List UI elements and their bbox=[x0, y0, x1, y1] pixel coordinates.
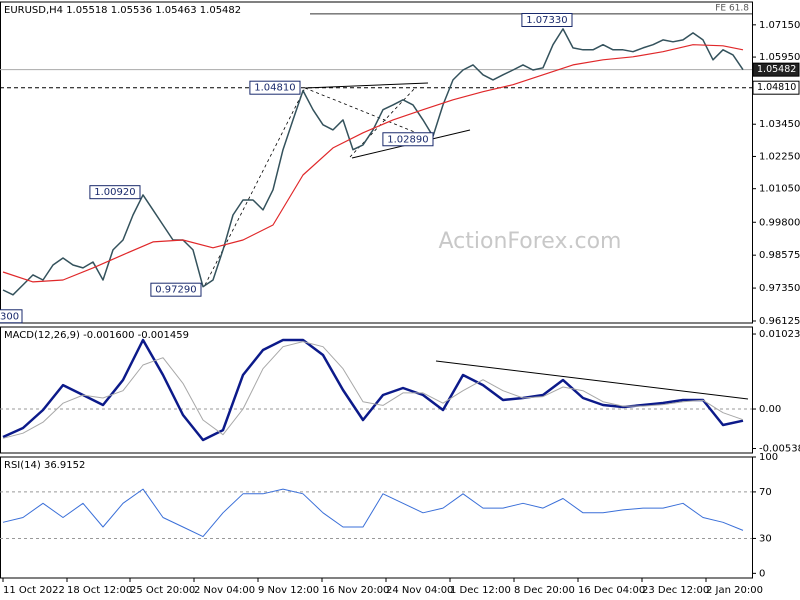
annotation-label: 1.02890 bbox=[387, 134, 428, 145]
y-tick-label: 0.010232 bbox=[759, 329, 800, 340]
y-tick-label: 1.05950 bbox=[759, 52, 800, 63]
x-tick-label: 16 Dec 04:00 bbox=[578, 585, 645, 596]
series-line bbox=[2, 341, 744, 439]
annotation-label: 1.07330 bbox=[526, 15, 567, 26]
x-tick-label: 16 Nov 20:00 bbox=[322, 585, 389, 596]
annotation-label: 0.97290 bbox=[155, 285, 196, 296]
price-tag bbox=[752, 80, 800, 95]
annotation-box bbox=[0, 309, 23, 324]
x-tick-label: 2 Jan 20:00 bbox=[706, 585, 763, 596]
x-tick-label: 24 Nov 04:00 bbox=[386, 585, 453, 596]
fibo-label: FE 61.8 bbox=[715, 3, 749, 13]
series-line bbox=[2, 488, 744, 538]
series bbox=[2, 28, 744, 296]
y-tick-label: 30 bbox=[759, 533, 772, 544]
annotation-label: 300 bbox=[0, 311, 19, 322]
y-tick-label: 0.98575 bbox=[759, 250, 800, 261]
y-tick-label: 1.03450 bbox=[759, 119, 800, 130]
x-tick-label: 9 Nov 12:00 bbox=[258, 585, 319, 596]
annotation-box bbox=[382, 132, 434, 147]
series-line bbox=[2, 338, 744, 442]
y-tick-label: 1.02250 bbox=[759, 151, 800, 162]
triangle-upper bbox=[304, 82, 429, 89]
price-tag bbox=[752, 62, 800, 77]
annotation-box bbox=[521, 12, 573, 27]
y-tick-label: 0 bbox=[759, 568, 765, 579]
panel-title: EURUSD,H4 1.05518 1.05536 1.05463 1.0548… bbox=[4, 5, 241, 16]
panel-title: MACD(12,26,9) -0.001600 -0.001459 bbox=[4, 330, 189, 341]
x-tick-label: 25 Oct 20:00 bbox=[130, 585, 195, 596]
price-tag-label: 1.05482 bbox=[757, 64, 796, 75]
wave-line bbox=[349, 87, 416, 158]
y-tick-label: 70 bbox=[759, 487, 772, 498]
watermark: ActionForex.com bbox=[439, 229, 622, 254]
series bbox=[2, 338, 744, 442]
annotation-label: 1.04810 bbox=[254, 83, 295, 94]
x-tick-label: 1 Dec 12:00 bbox=[450, 585, 511, 596]
series bbox=[2, 488, 744, 538]
panel-frame bbox=[0, 326, 753, 454]
annotation-box bbox=[249, 80, 301, 95]
y-tick-label: 1.01050 bbox=[759, 184, 800, 195]
annotation-box bbox=[150, 282, 202, 297]
y-tick-label: 0.97350 bbox=[759, 283, 800, 294]
annotation-box bbox=[89, 185, 141, 200]
y-tick-label: 100 bbox=[759, 452, 778, 463]
annotation-label: 1.00920 bbox=[94, 187, 135, 198]
price-tag-label: 1.04810 bbox=[757, 82, 796, 93]
series-line bbox=[2, 28, 744, 296]
x-tick-label: 2 Nov 04:00 bbox=[194, 585, 255, 596]
x-tick-label: 11 Oct 2022 bbox=[3, 585, 65, 596]
y-tick-label: 0.00 bbox=[759, 404, 781, 415]
panel-title: RSI(14) 36.9152 bbox=[4, 460, 85, 471]
x-tick-label: 23 Dec 12:00 bbox=[642, 585, 709, 596]
macd-trendline bbox=[435, 360, 749, 400]
wave-line bbox=[304, 87, 433, 140]
panel-frame bbox=[0, 1, 753, 324]
y-tick-label: 0.99800 bbox=[759, 217, 800, 228]
x-tick-label: 18 Oct 12:00 bbox=[67, 585, 132, 596]
y-tick-label: -0.005389 bbox=[759, 444, 800, 455]
series bbox=[2, 44, 744, 283]
series bbox=[2, 341, 744, 439]
x-tick-label: 8 Dec 20:00 bbox=[514, 585, 575, 596]
series-line bbox=[2, 44, 744, 283]
y-tick-label: 1.07150 bbox=[759, 20, 800, 31]
panel-frame bbox=[0, 456, 753, 579]
y-tick-label: 0.96125 bbox=[759, 316, 800, 327]
